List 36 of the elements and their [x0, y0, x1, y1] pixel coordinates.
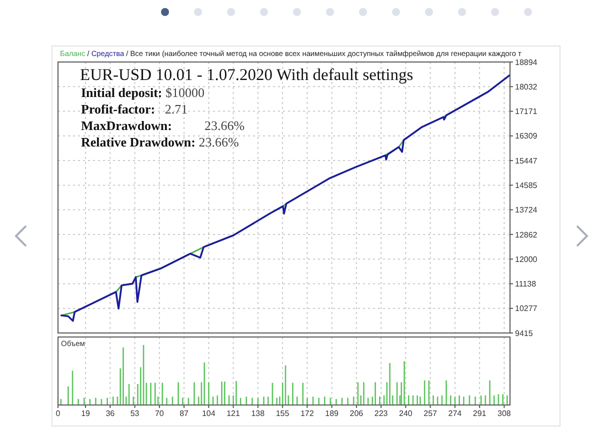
y-tick-label: 15447 [515, 156, 538, 166]
y-tick-label: 16309 [515, 132, 538, 141]
y-tick-label: 10277 [515, 304, 538, 314]
x-tick-label: 0 [56, 409, 61, 418]
x-tick-label: 138 [251, 409, 266, 418]
x-tick-label: 104 [202, 409, 216, 418]
x-tick-label: 257 [424, 409, 438, 418]
y-tick-label: 12000 [515, 254, 538, 264]
y-tick-label: 18894 [515, 58, 538, 67]
x-tick-label: 87 [180, 409, 190, 418]
x-tick-label: 53 [130, 409, 140, 418]
x-tick-label: 172 [300, 409, 314, 418]
chart-title: EUR-USD 10.01 - 1.07.2020 With default settings [80, 65, 414, 84]
x-tick-label: 70 [154, 409, 164, 418]
y-tick-label: 18032 [515, 82, 538, 92]
y-tick-label: 17171 [515, 107, 538, 116]
annotation: Relative Drawdown: 23.66% [81, 134, 239, 150]
x-tick-label: 19 [81, 409, 91, 418]
x-tick-label: 121 [226, 409, 241, 418]
x-tick-label: 36 [106, 409, 116, 418]
x-tick-label: 274 [448, 409, 462, 418]
annotation: Profit-factor: 2.71 [81, 102, 188, 116]
x-tick-label: 206 [350, 409, 364, 418]
text: MaxDrawdown: 23.66% [81, 118, 245, 133]
annotation: Initial deposit: $10000 [81, 85, 205, 100]
x-tick-label: 223 [374, 409, 388, 418]
y-tick-label: 14585 [515, 180, 538, 190]
y-tick-label: 13724 [515, 206, 538, 215]
x-tick-label: 155 [276, 409, 290, 418]
x-tick-label: 308 [498, 409, 512, 418]
y-tick-label: 9415 [515, 328, 534, 338]
x-tick-label: 291 [472, 409, 487, 418]
y-tick-label: 12862 [515, 230, 538, 240]
y-tick-label: 11138 [515, 280, 537, 289]
x-tick-label: 189 [325, 409, 340, 418]
x-tick-label: 240 [399, 409, 413, 418]
